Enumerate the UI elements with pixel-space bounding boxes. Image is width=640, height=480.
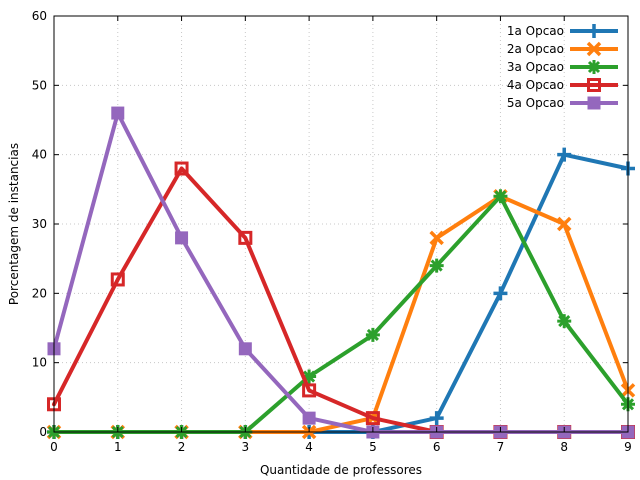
data-point [429,230,444,246]
data-point [302,383,317,398]
x-tick-label: 7 [497,440,505,454]
y-tick-label: 40 [32,148,47,162]
legend-label: 2a Opcao [507,42,564,56]
legend-label: 5a Opcao [507,96,564,110]
data-point [493,189,508,204]
x-tick-label: 5 [369,440,377,454]
legend-swatch-marker [587,24,601,38]
axes: 0 1 2 3 4 5 6 7 8 9 0 10 20 30 40 50 60 [32,9,632,454]
series-line [52,152,630,434]
legend-label: 3a Opcao [507,60,564,74]
x-tick-label: 4 [305,440,313,454]
data-point [557,147,572,162]
series-line [52,194,630,434]
y-axis-title: Porcentagem de instancias [7,143,21,305]
series-line [52,194,630,434]
data-point [302,411,316,425]
data-point [111,106,125,120]
data-point [556,216,572,232]
legend-label: 1a Opcao [507,24,564,38]
data-point [174,161,189,176]
series-3 [47,189,635,439]
data-point [238,342,252,356]
data-point [175,231,189,245]
y-tick-label: 50 [32,78,47,92]
legend-swatch-marker [586,41,602,57]
data-point [110,272,125,287]
data-point [429,258,444,273]
data-point [365,327,380,342]
y-tick-label: 30 [32,217,47,231]
data-point [557,314,572,329]
legend-label: 4a Opcao [507,78,564,92]
y-tick-label: 20 [32,286,47,300]
x-tick-label: 2 [178,440,186,454]
series-4 [47,161,635,439]
data-point [429,411,444,426]
x-axis-title: Quantidade de professores [260,463,422,477]
legend-swatch-marker [587,60,601,74]
y-tick-label: 60 [32,9,47,23]
y-tick-label: 0 [39,425,47,439]
series-2 [46,189,636,440]
y-tick-label: 10 [32,356,47,370]
data-point [493,286,508,301]
legend-swatch-marker [587,96,601,110]
data-point [238,230,253,245]
x-tick-label: 9 [624,440,632,454]
series-group [46,106,636,440]
data-point [365,411,380,426]
series-5 [47,106,635,439]
x-tick-label: 3 [242,440,250,454]
legend-swatch-marker [587,78,601,92]
x-tick-label: 6 [433,440,441,454]
x-tick-label: 1 [114,440,122,454]
x-tick-label: 0 [50,440,58,454]
x-tick-label: 8 [560,440,568,454]
data-point [302,369,317,384]
series-line [52,111,630,434]
legend: 1a Opcao 2a Opcao 3a Opcao 4a Opcao 5a Opcao [507,24,618,110]
series-line [52,166,630,434]
